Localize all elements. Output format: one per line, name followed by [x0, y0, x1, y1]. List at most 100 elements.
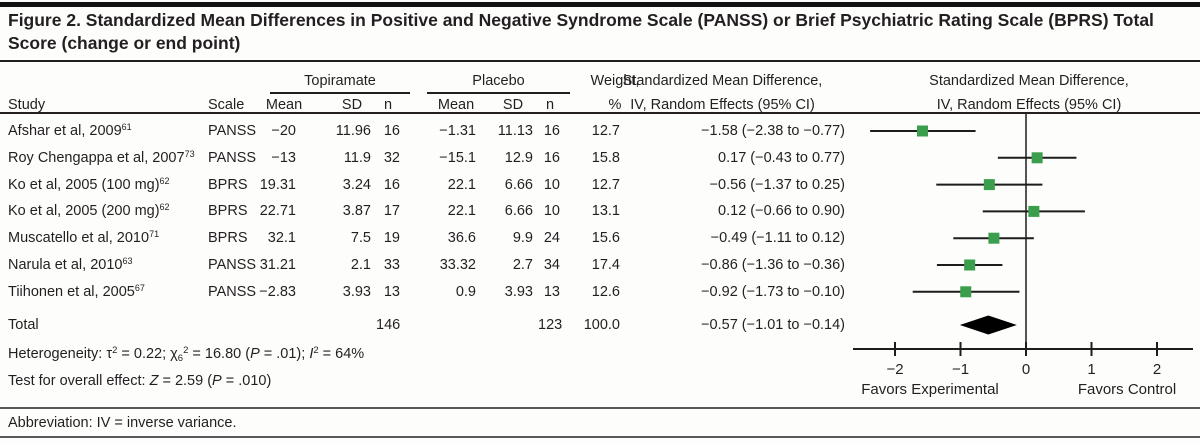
point-estimate-marker [960, 286, 972, 298]
p-n-cell: 16 [543, 123, 560, 139]
t-sd-cell: 11.96 [335, 123, 371, 139]
smd-cell: −0.56 (−1.37 to 0.25) [709, 177, 845, 193]
t-n-cell: 13 [383, 284, 400, 300]
t-mean-cell: −20 [271, 123, 296, 139]
t-sd-cell: 3.24 [342, 177, 371, 193]
smd-cell: −0.86 (−1.36 to −0.36) [701, 257, 845, 273]
weight-cell: 15.8 [591, 150, 620, 166]
p-n-cell: 13 [543, 284, 560, 300]
weight-cell: 13.1 [591, 203, 620, 219]
placebo-underline [427, 92, 570, 94]
t-sd-cell: 11.9 [343, 150, 371, 166]
p-n-cell: 34 [543, 257, 560, 273]
scale-cell: PANSS [208, 123, 257, 139]
smd-cell: 0.17 (−0.43 to 0.77) [718, 150, 845, 166]
total-smd: −0.57 (−1.01 to −0.14) [701, 317, 845, 333]
study-reference-superscript: 62 [159, 176, 170, 186]
t-sd-cell: 2.1 [350, 257, 371, 273]
study-reference-superscript: 73 [184, 149, 195, 159]
t-n-cell: 32 [383, 150, 400, 166]
overall-effect-text: Test for overall effect: Z = 2.59 (P = .… [8, 373, 272, 389]
point-estimate-marker [983, 179, 995, 191]
t-n-cell: 16 [383, 177, 400, 193]
weight-cell: 12.7 [591, 177, 620, 193]
total-topiramate-n: 146 [376, 317, 401, 333]
favors-experimental-label: Favors Experimental [861, 381, 999, 398]
study-reference-superscript: 61 [121, 122, 132, 132]
total-weight: 100.0 [583, 317, 620, 333]
col-header-weight-line2: % [608, 97, 622, 113]
abbreviation-note: Abbreviation: IV = inverse variance. [8, 415, 237, 431]
p-n-cell: 10 [543, 177, 560, 193]
total-diamond [959, 315, 1017, 335]
point-estimate-marker [1031, 152, 1043, 164]
plot-header-line2: IV, Random Effects (95% CI) [936, 97, 1122, 113]
scale-cell: BPRS [208, 203, 248, 219]
t-mean-cell: 31.21 [259, 257, 296, 273]
p-sd-cell: 6.66 [504, 203, 533, 219]
p-n-cell: 10 [543, 203, 560, 219]
point-estimate-marker [1028, 205, 1040, 217]
weight-cell: 12.6 [591, 284, 620, 300]
scale-cell: PANSS [208, 150, 257, 166]
p-sd-cell: 6.66 [504, 177, 533, 193]
scale-cell: BPRS [208, 177, 248, 193]
p-sd-cell: 12.9 [504, 150, 533, 166]
favors-control-label: Favors Control [1078, 381, 1176, 398]
p-sd-cell: 11.13 [497, 123, 533, 139]
study-name: Ko et al, 2005 (200 mg)62 [8, 202, 170, 220]
group-header-topiramate: Topiramate [304, 73, 376, 89]
smd-cell: −0.49 (−1.11 to 0.12) [710, 230, 845, 246]
t-mean-cell: 32.1 [267, 230, 296, 246]
t-mean-cell: −13 [271, 150, 296, 166]
study-name: Afshar et al, 200961 [8, 122, 132, 140]
x-tick-label: 0 [1022, 361, 1030, 378]
p-n-cell: 24 [543, 230, 560, 246]
weight-cell: 12.7 [591, 123, 620, 139]
col-header-topiramate-mean: Mean [265, 97, 303, 113]
col-header-placebo-mean: Mean [437, 97, 475, 113]
figure-title: Figure 2. Standardized Mean Differences … [8, 10, 1154, 53]
t-n-cell: 17 [383, 203, 400, 219]
p-mean-cell: −1.31 [439, 123, 476, 139]
p-mean-cell: 33.32 [439, 257, 476, 273]
study-name: Tiihonen et al, 200567 [8, 283, 145, 301]
col-header-study: Study [8, 97, 46, 113]
col-header-smd-line2: IV, Random Effects (95% CI) [630, 97, 815, 113]
topiramate-underline [270, 92, 410, 94]
t-mean-cell: 22.71 [259, 203, 296, 219]
scale-cell: PANSS [208, 257, 257, 273]
x-tick-label: 2 [1153, 361, 1161, 378]
col-header-placebo-n: n [545, 97, 555, 113]
study-name: Muscatello et al, 201071 [8, 229, 160, 247]
t-mean-cell: −2.83 [259, 284, 296, 300]
study-reference-superscript: 67 [134, 283, 145, 293]
top-bar [0, 2, 1200, 7]
point-estimate-marker [988, 232, 1000, 244]
header-rule [0, 112, 1200, 114]
heterogeneity-text: Heterogeneity: τ2 = 0.22; χ62 = 16.80 (P… [8, 345, 365, 364]
x-tick-label: −2 [886, 361, 903, 378]
smd-cell: −0.92 (−1.73 to −0.10) [701, 284, 845, 300]
title-rule [0, 60, 1200, 62]
col-header-topiramate-n: n [383, 97, 393, 113]
p-mean-cell: 22.1 [447, 203, 476, 219]
p-sd-cell: 2.7 [512, 257, 533, 273]
scale-cell: PANSS [208, 284, 257, 300]
p-mean-cell: 36.6 [447, 230, 476, 246]
point-estimate-marker [964, 259, 976, 271]
t-n-cell: 33 [383, 257, 400, 273]
col-header-weight-line1: Weight, [590, 73, 640, 89]
p-n-cell: 16 [543, 150, 560, 166]
p-sd-cell: 9.9 [512, 230, 533, 246]
group-header-placebo: Placebo [472, 73, 525, 89]
col-header-scale: Scale [208, 97, 245, 113]
x-tick-label: 1 [1087, 361, 1095, 378]
total-label: Total [8, 317, 39, 333]
weight-cell: 15.6 [591, 230, 620, 246]
col-header-smd-line1: Standardized Mean Difference, [622, 73, 823, 89]
t-sd-cell: 3.87 [342, 203, 371, 219]
weight-cell: 17.4 [591, 257, 620, 273]
smd-cell: 0.12 (−0.66 to 0.90) [718, 203, 845, 219]
